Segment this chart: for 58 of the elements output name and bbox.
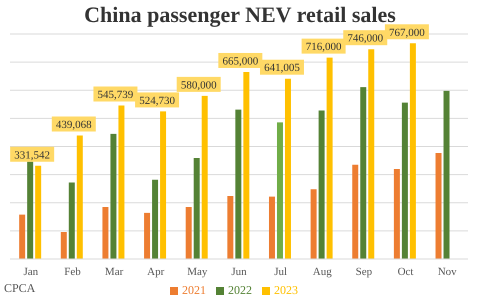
data-label: 767,000 [389, 26, 426, 39]
bar [318, 110, 325, 259]
legend-label: 2022 [228, 283, 252, 297]
x-tick-label: Oct [398, 266, 414, 278]
bar [326, 58, 333, 259]
data-label: 524,730 [139, 94, 176, 107]
bar [19, 214, 26, 259]
bar [394, 169, 400, 259]
bar [235, 110, 242, 259]
data-label: 641,005 [264, 62, 300, 74]
data-label: 545,739 [98, 89, 134, 102]
bar [202, 96, 208, 259]
bar [368, 49, 374, 259]
x-tick-label: Apr [147, 266, 165, 278]
bar [68, 182, 75, 259]
bar [152, 180, 158, 259]
data-label: 665,000 [222, 55, 259, 68]
bar [102, 206, 108, 259]
text: CPCA [4, 281, 36, 296]
bar [360, 87, 366, 259]
bar [284, 78, 291, 259]
bar [402, 102, 408, 259]
bar [194, 158, 200, 259]
bar [410, 43, 416, 259]
bar [35, 166, 42, 259]
x-tick-label: Nov [438, 266, 458, 278]
data-label: 746,000 [347, 32, 384, 45]
data-label: 580,000 [180, 79, 218, 92]
bar [27, 162, 34, 259]
legend-label: 2023 [274, 283, 298, 297]
bar [310, 189, 317, 259]
x-tick-label: Aug [312, 266, 332, 278]
x-tick-label: Feb [64, 266, 82, 278]
bar [76, 136, 83, 259]
bar [186, 206, 192, 259]
data-label: 716,000 [306, 41, 342, 54]
data-label: 439,068 [56, 119, 92, 132]
x-tick-label: May [187, 266, 208, 278]
data-label: 331,542 [14, 149, 50, 162]
bar [227, 196, 234, 259]
bar [160, 111, 166, 259]
legend-label: 2021 [182, 283, 206, 297]
x-tick-label: Sep [356, 266, 373, 278]
bar [60, 232, 67, 259]
bar [118, 106, 124, 259]
bar [243, 72, 250, 259]
bar [268, 196, 275, 259]
x-tick-label: Jun [231, 266, 248, 278]
bar [110, 134, 116, 259]
chart-title: China passenger NEV retail sales [83, 2, 397, 28]
x-tick-label: Jul [274, 266, 288, 278]
bar [444, 90, 450, 259]
bar [352, 164, 358, 259]
x-tick-label: Mar [104, 266, 124, 278]
bar [144, 212, 150, 259]
bar [276, 122, 283, 259]
x-tick-label: Jan [23, 266, 39, 278]
bar [436, 152, 442, 259]
